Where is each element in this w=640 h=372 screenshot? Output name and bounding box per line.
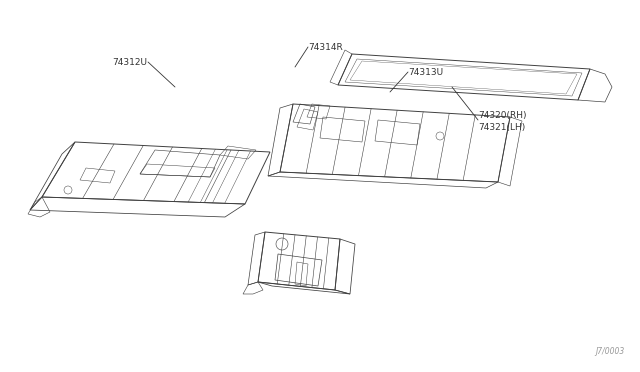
Text: J7/0003: J7/0003 xyxy=(595,347,624,356)
Text: 74312U: 74312U xyxy=(112,58,147,67)
Text: 74314R: 74314R xyxy=(308,42,343,51)
Text: 74313U: 74313U xyxy=(408,67,443,77)
Text: 74321(LH): 74321(LH) xyxy=(478,122,525,131)
Text: 74320(RH): 74320(RH) xyxy=(478,110,527,119)
